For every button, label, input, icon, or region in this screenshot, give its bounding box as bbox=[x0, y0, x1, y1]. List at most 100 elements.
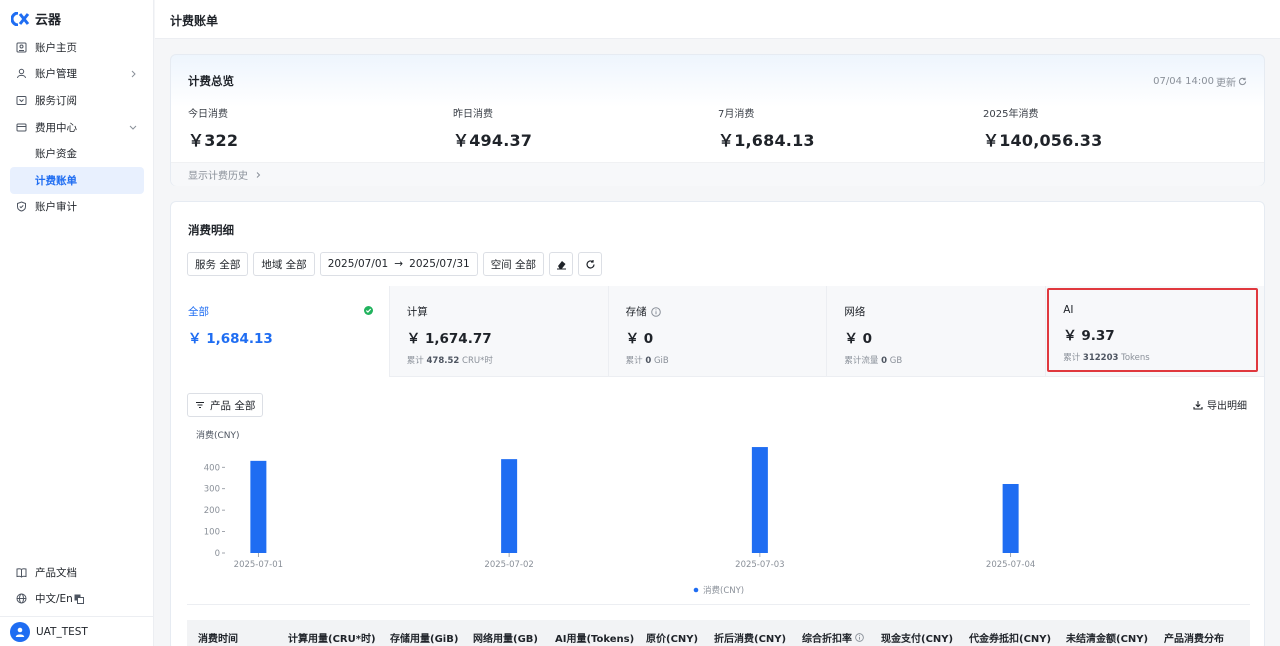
account-home-icon bbox=[16, 42, 27, 53]
sidebar-item-subscriptions[interactable]: 服务订阅 bbox=[0, 87, 154, 114]
stat-label: 今日消费 bbox=[188, 109, 228, 120]
category-name: AI bbox=[1063, 304, 1074, 316]
table-header-cell[interactable]: 原价(CNY) bbox=[646, 633, 699, 645]
category-tab-all[interactable]: 全部 ￥ 1,684.13 bbox=[171, 286, 390, 377]
page-title: 计费账单 bbox=[170, 14, 219, 28]
category-tab-storage[interactable]: 存储 ￥ 0 累计 0 GiB bbox=[608, 286, 828, 377]
category-tab-compute[interactable]: 计算 ￥ 1,674.77 累计 478.52 CRU*时 bbox=[389, 286, 609, 377]
x-tick-label: 2025-07-04 bbox=[986, 560, 1035, 570]
x-tick-label: 2025-07-01 bbox=[234, 560, 283, 570]
sidebar-item-billing[interactable]: 计费账单 bbox=[10, 166, 144, 194]
download-icon bbox=[1193, 400, 1203, 410]
category-name-text: 存储 bbox=[625, 306, 647, 318]
table-header-cell[interactable]: 未结清金额(CNY) bbox=[1066, 633, 1149, 645]
category-value: ￥ 1,674.77 bbox=[406, 331, 492, 347]
history-label: 显示计费历史 bbox=[188, 171, 248, 182]
usage-value: 478.52 bbox=[426, 356, 460, 366]
book-icon bbox=[16, 567, 27, 578]
sidebar-item-account-audit[interactable]: 账户审计 bbox=[0, 194, 154, 221]
date-range-picker[interactable]: 2025/07/01 → 2025/07/31 bbox=[319, 252, 478, 276]
stat-label: 昨日消费 bbox=[453, 109, 493, 120]
table-header-cell[interactable]: 存储用量(GiB) bbox=[390, 633, 459, 645]
table-header-cell[interactable]: 产品消费分布 bbox=[1164, 633, 1224, 645]
refresh-button[interactable] bbox=[578, 252, 603, 276]
usage-value: 0 bbox=[645, 356, 652, 366]
export-label: 导出明细 bbox=[1207, 401, 1247, 412]
table-header-cell[interactable]: AI用量(Tokens) bbox=[555, 633, 635, 645]
sidebar-item-account-funds[interactable]: 账户资金 bbox=[0, 140, 154, 167]
stat-year: 2025年消费 ￥140,056.33 bbox=[983, 105, 1102, 151]
table-header-cell[interactable]: 代金券抵扣(CNY) bbox=[969, 633, 1052, 645]
product-filter-label: 产品 全部 bbox=[210, 399, 256, 412]
sidebar-item-label: 中文/En bbox=[35, 593, 73, 606]
category-tab-network[interactable]: 网络 ￥ 0 累计流量 0 GB bbox=[827, 286, 1047, 377]
category-value: ￥ 0 bbox=[625, 331, 654, 347]
stat-today: 今日消费 ￥322 bbox=[188, 105, 238, 151]
region-filter[interactable]: 地域 全部 bbox=[253, 252, 315, 276]
sidebar-item-label: 账户管理 bbox=[35, 68, 77, 81]
usage-prefix: 累计流量 bbox=[844, 356, 879, 366]
table-header-cell[interactable]: 综合折扣率 bbox=[791, 630, 870, 645]
show-history-link[interactable]: 显示计费历史 bbox=[171, 162, 1264, 186]
category-usage: 累计 312203 Tokens bbox=[1063, 351, 1264, 363]
sidebar-item-docs[interactable]: 产品文档 bbox=[0, 559, 154, 586]
sidebar-item-label: 费用中心 bbox=[35, 121, 77, 134]
category-name: 存储 bbox=[626, 304, 827, 319]
table-header-cell[interactable]: 折后消费(CNY) bbox=[714, 633, 787, 645]
stat-label: 2025年消费 bbox=[983, 109, 1039, 120]
clear-filter-button[interactable] bbox=[549, 252, 574, 276]
y-tick-label: 100 bbox=[204, 528, 220, 538]
chart-bar bbox=[751, 447, 768, 553]
chart-bar bbox=[1002, 483, 1019, 553]
sidebar-item-account-management[interactable]: 账户管理 bbox=[0, 61, 154, 88]
table-header-cell[interactable]: 现金支付(CNY) bbox=[881, 633, 954, 645]
export-button[interactable]: 导出明细 bbox=[1193, 397, 1247, 412]
chevron-right-icon bbox=[131, 70, 136, 77]
billing-overview-card: 计费总览 07/04 14:00 更新 今日消费 ￥322 昨日消费 ￥494.… bbox=[170, 54, 1265, 186]
service-filter[interactable]: 服务 全部 bbox=[187, 252, 249, 276]
sidebar: 云器 账户主页 账户管理 服务订阅 费用中心 账户资金 计费账单 账户审计 bbox=[0, 0, 154, 646]
sidebar-bottom: 产品文档 中文/En bbox=[0, 559, 154, 612]
category-tab-ai[interactable]: AI ￥ 9.37 累计 312203 Tokens bbox=[1046, 286, 1264, 377]
overview-title: 计费总览 bbox=[188, 74, 234, 88]
filter-icon bbox=[196, 401, 204, 409]
sidebar-item-language[interactable]: 中文/En bbox=[0, 586, 154, 613]
table-header-cell[interactable]: 网络用量(GB) bbox=[473, 633, 538, 645]
sidebar-item-account-home[interactable]: 账户主页 bbox=[0, 34, 154, 61]
usage-unit: GiB bbox=[653, 356, 669, 366]
date-arrow: → bbox=[394, 258, 404, 270]
chevron-right-icon bbox=[256, 171, 261, 178]
usage-unit: CRU*时 bbox=[462, 356, 493, 366]
user-icon bbox=[16, 68, 27, 79]
category-tabs: 全部 ￥ 1,684.13 计算 ￥ 1,674.77 累计 478.52 CR… bbox=[171, 286, 1264, 377]
chart-svg: 消费(CNY) 0 100 200 300 400 2025-07-01 2025-07-02… bbox=[196, 429, 1035, 596]
sidebar-item-label: 产品文档 bbox=[35, 566, 77, 579]
date-start: 2025/07/01 bbox=[327, 258, 389, 270]
user-profile[interactable]: UAT_TEST bbox=[0, 616, 154, 646]
chevron-down-icon bbox=[129, 125, 137, 130]
logo-icon bbox=[11, 11, 30, 26]
logo[interactable]: 云器 bbox=[11, 9, 61, 28]
update-info[interactable]: 07/04 14:00 更新 bbox=[1153, 74, 1247, 89]
stat-value: ￥1,684.13 bbox=[718, 131, 815, 150]
y-tick-label: 400 bbox=[204, 463, 220, 473]
usage-unit: Tokens bbox=[1121, 353, 1150, 363]
top-bar: 计费账单 bbox=[155, 0, 1280, 39]
table-header-cell[interactable]: 消费时间 bbox=[198, 633, 238, 645]
stat-value: ￥140,056.33 bbox=[983, 131, 1103, 150]
product-filter[interactable]: 产品 全部 bbox=[187, 393, 264, 417]
legend-label: 消费(CNY) bbox=[703, 585, 744, 596]
usage-prefix: 累计 bbox=[625, 356, 643, 366]
sidebar-item-billing-center[interactable]: 费用中心 bbox=[0, 114, 154, 141]
globe-icon bbox=[16, 593, 27, 604]
subscription-icon bbox=[16, 95, 27, 106]
check-icon bbox=[363, 306, 373, 315]
table-header-cell[interactable]: 计算用量(CRU*时) bbox=[288, 633, 376, 645]
usage-value: 312203 bbox=[1082, 353, 1119, 363]
space-filter[interactable]: 空间 全部 bbox=[482, 252, 545, 276]
info-icon[interactable] bbox=[650, 306, 661, 317]
category-value: ￥ 1,684.13 bbox=[188, 331, 273, 347]
sidebar-nav: 账户主页 账户管理 服务订阅 费用中心 账户资金 计费账单 账户审计 bbox=[0, 34, 154, 220]
eraser-icon bbox=[556, 260, 566, 269]
sidebar-item-label: 账户主页 bbox=[35, 41, 77, 54]
